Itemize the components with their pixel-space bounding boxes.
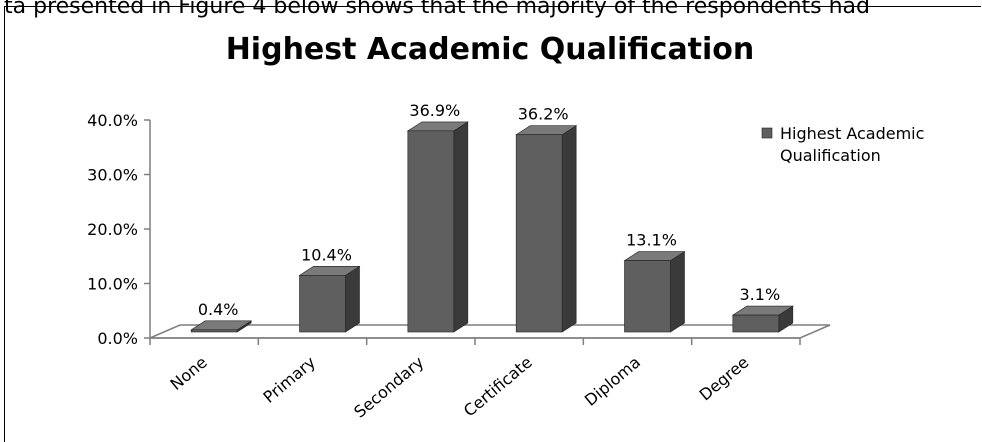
y-tick-label: 20.0% [87,220,138,239]
legend-label: Highest Academic [780,124,924,143]
bar-front [624,260,671,333]
x-tick-label: Degree [696,353,753,405]
bar-secondary [406,121,469,333]
data-label: 36.9% [409,101,460,120]
bar-front [515,134,563,333]
x-tick-label: None [167,353,211,394]
chart-frame [4,6,981,442]
bar-primary [298,265,361,333]
data-label: 0.4% [198,300,239,319]
y-tick-label: 0.0% [97,329,138,348]
bar-side [670,251,685,333]
bar-degree [731,305,794,333]
cropped-header-text: ta presented in Figure 4 below shows tha… [4,0,870,19]
bar-side [561,125,577,333]
chart-floor [149,324,831,339]
bar-front [732,314,780,333]
bar-side [345,265,360,333]
data-label: 3.1% [740,285,781,304]
bar-front [407,130,455,333]
y-tick-label: 30.0% [87,166,138,185]
bar-front [299,275,346,333]
bar-none [190,320,253,333]
data-label: 13.1% [626,231,677,250]
bar-diploma [623,251,686,333]
data-label: 10.4% [301,245,352,264]
x-tick-label: Certificate [460,353,536,421]
x-tick-label: Diploma [581,353,644,410]
x-tick-label: Primary [259,353,319,407]
chart-title: Highest Academic Qualification [226,32,755,67]
bar-certificate [515,125,578,333]
legend-swatch [761,127,773,139]
y-tick-label: 10.0% [87,275,138,294]
legend-label: Qualification [780,146,881,165]
data-label: 36.2% [518,105,569,124]
x-tick-label: Secondary [350,353,427,422]
y-tick-label: 40.0% [87,111,138,130]
bar-front [190,329,238,333]
bar-side [453,121,469,333]
